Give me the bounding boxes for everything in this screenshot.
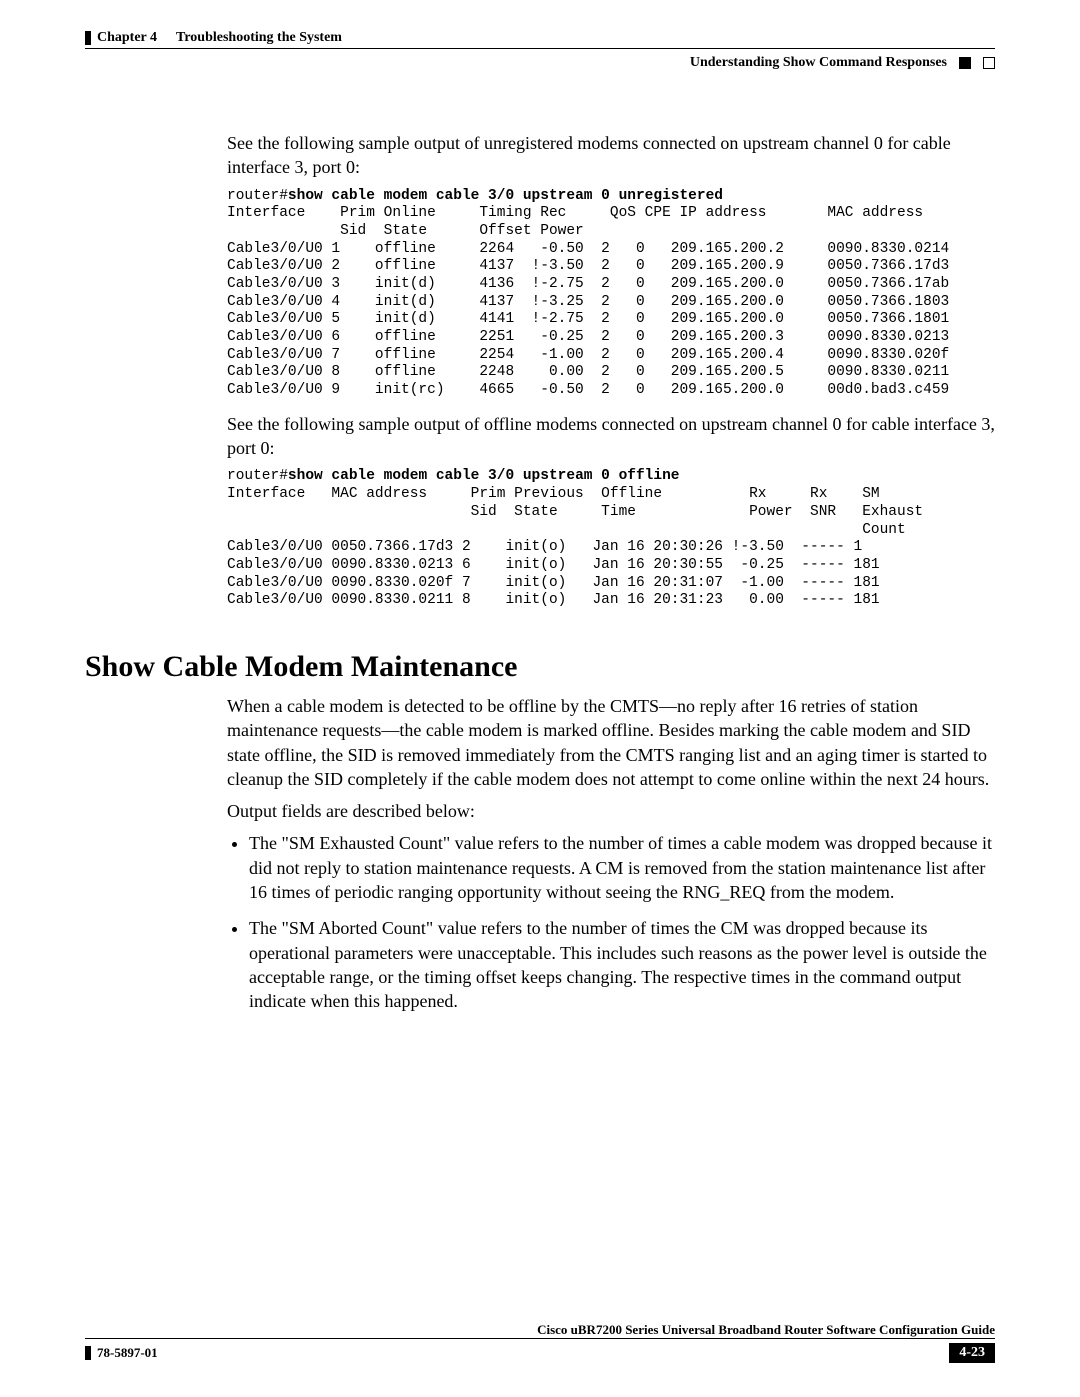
bullet-sm-aborted: The "SM Aborted Count" value refers to t…: [249, 916, 995, 1013]
intro-offline: See the following sample output of offli…: [227, 412, 995, 461]
page-number-box: 4-23: [949, 1343, 995, 1363]
content-area: See the following sample output of unreg…: [227, 131, 995, 1014]
footer-bottom: 78-5897-01 4-23: [85, 1343, 995, 1363]
section-title: Understanding Show Command Responses: [690, 55, 947, 71]
bullet-sm-exhausted: The "SM Exhausted Count" value refers to…: [249, 831, 995, 904]
footer-bar-icon: [85, 1346, 91, 1360]
output-field-list: The "SM Exhausted Count" value refers to…: [227, 831, 995, 1013]
header-rule: [85, 48, 995, 49]
output-unregistered: router#show cable modem cable 3/0 upstre…: [227, 188, 995, 400]
page-footer: Cisco uBR7200 Series Universal Broadband…: [85, 1322, 995, 1363]
doc-number-text: 78-5897-01: [97, 1345, 158, 1361]
output-fields-paragraph: Output fields are described below:: [227, 799, 995, 823]
chapter-title: Troubleshooting the System: [176, 30, 342, 46]
filled-square-icon: [959, 57, 971, 69]
intro-unregistered: See the following sample output of unreg…: [227, 131, 995, 180]
page: Chapter 4 Troubleshooting the System Und…: [0, 0, 1080, 1397]
open-square-icon: [983, 57, 995, 69]
footer-doc-number: 78-5897-01: [85, 1345, 158, 1361]
section-heading: Show Cable Modem Maintenance: [85, 650, 995, 684]
footer-book-title: Cisco uBR7200 Series Universal Broadband…: [85, 1322, 995, 1338]
header-bar-icon: [85, 31, 91, 45]
chapter-label: Chapter 4: [97, 30, 157, 46]
chapter-header: Chapter 4 Troubleshooting the System: [85, 30, 342, 46]
output-offline: router#show cable modem cable 3/0 upstre…: [227, 468, 995, 610]
section-header: Understanding Show Command Responses: [85, 55, 995, 71]
running-header: Chapter 4 Troubleshooting the System: [85, 30, 995, 46]
maintenance-paragraph: When a cable modem is detected to be off…: [227, 694, 995, 791]
footer-rule: [85, 1338, 995, 1339]
